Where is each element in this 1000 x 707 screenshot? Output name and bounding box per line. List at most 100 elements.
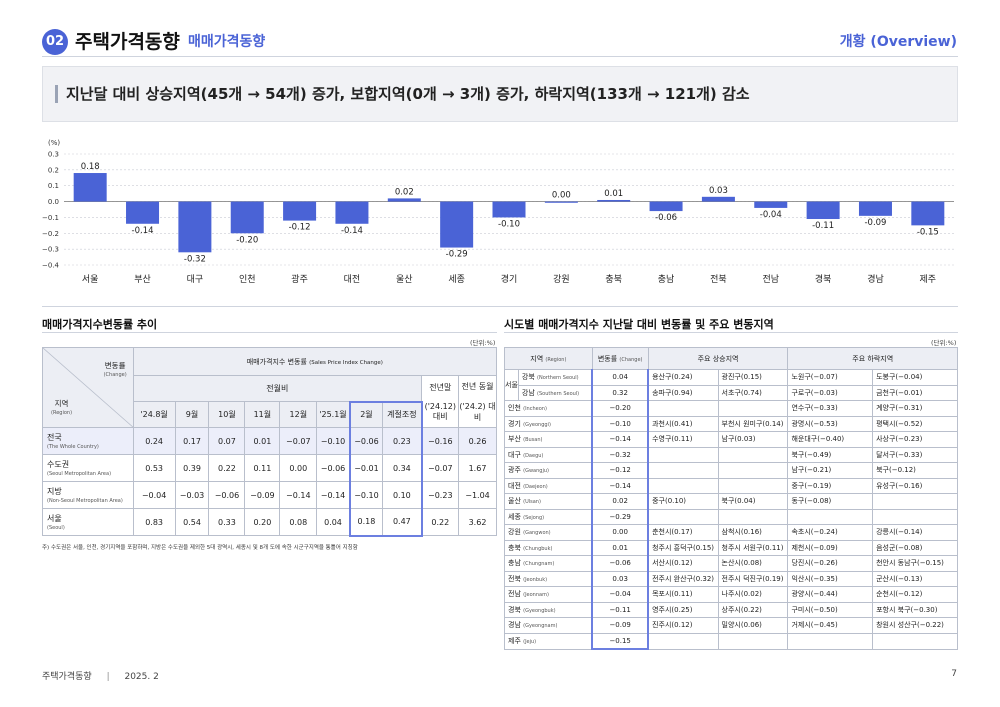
table-cell: −0.23	[421, 481, 460, 509]
up-region-cell: 수영구(0.11)	[647, 431, 719, 448]
table-cell: 0.01	[244, 427, 281, 455]
bar-chart-svg: (%) 0.3 0.2 0.1 0.0 −0.1 −0.2 −0.3 −0.4 0.18 서울 -0.…	[42, 139, 954, 285]
region-label: 인천 (Incheon)	[504, 400, 593, 417]
bar	[597, 199, 631, 202]
bar	[335, 201, 369, 224]
down-region-cell: 유성구(−0.16)	[872, 477, 958, 494]
table-cell: −0.06	[316, 454, 351, 482]
y-tick-label: 0.3	[48, 151, 59, 159]
header-region: 지역 (Region)	[504, 347, 593, 370]
table-cell: 0.22	[208, 454, 246, 482]
up-region-cell: 중구(0.10)	[647, 493, 719, 510]
table-cell: 0.22	[421, 508, 460, 536]
x-tick-label: 서울	[82, 274, 99, 285]
change-value: 0.32	[591, 384, 650, 401]
table-cell: 0.23	[382, 427, 423, 455]
down-region-cell	[787, 632, 874, 650]
region-label: 대전 (Daejeon)	[504, 477, 593, 494]
col-header: 9월	[174, 401, 210, 428]
col-header: 2월	[348, 400, 384, 428]
data-label: -0.15	[917, 227, 939, 237]
table-row: 강원 (Gangwon) 0.00 춘천시(0.17) 삼척시(0.16) 속초시(−0…	[504, 524, 958, 541]
up-region-cell	[647, 462, 719, 479]
change-value: −0.11	[591, 601, 650, 618]
x-tick-label: 경남	[867, 273, 884, 285]
table-cell: −0.06	[348, 427, 384, 455]
header-divider	[42, 56, 958, 57]
up-region-cell: 목포시(0.11)	[647, 586, 719, 603]
down-region-cell: 중구(−0.19)	[787, 477, 874, 494]
data-label: -0.06	[655, 213, 677, 223]
down-region-cell: 구로구(−0.03)	[787, 384, 874, 401]
headline-text: 지난달 대비 상승지역(45개 → 54개) 증가, 보합지역(0개 → 3개)…	[66, 85, 750, 103]
right-table-title-line	[504, 332, 958, 333]
table-cell: −0.07	[421, 454, 460, 482]
table-cell: 0.11	[244, 454, 281, 482]
bar	[440, 201, 474, 248]
region-label: 경남 (Gyeongnam)	[504, 617, 593, 634]
down-region-cell: 군산시(−0.13)	[872, 570, 958, 587]
footer-title: 주택가격동향	[42, 672, 92, 682]
col-header: 12월	[279, 401, 318, 428]
up-region-cell: 남구(0.03)	[717, 431, 789, 448]
change-value: 0.00	[591, 524, 650, 541]
table-row: 제주 (Jeju) −0.15	[504, 632, 958, 650]
table-row: 부산 (Busan) −0.14 수영구(0.11) 남구(0.03) 해운대구(−0.…	[504, 431, 958, 448]
table-row: 전북 (Jeonbuk) 0.03 전주시 완산구(0.32) 전주시 덕진구(0.1…	[504, 570, 958, 587]
x-tick-label: 제주	[920, 274, 937, 285]
change-value: 0.01	[591, 539, 650, 556]
down-region-cell: 당진시(−0.26)	[787, 555, 874, 572]
region-label: 대구 (Daegu)	[504, 446, 593, 463]
up-region-cell	[717, 508, 789, 525]
header-down-regions: 주요 하락지역	[787, 347, 958, 370]
down-region-cell: 해운대구(−0.40)	[787, 431, 874, 448]
up-region-cell: 진주시(0.12)	[647, 617, 719, 634]
header-change: 변동률 (Change)	[591, 347, 649, 370]
x-tick-label: 경북	[815, 273, 832, 285]
change-value: −0.15	[591, 632, 650, 650]
data-label: -0.10	[498, 219, 520, 229]
down-region-cell: 순천시(−0.12)	[872, 586, 958, 603]
row-label: 지방 (Non-Seoul Metropolitan Area)	[42, 481, 134, 509]
data-label: 0.01	[604, 189, 623, 199]
headline-accent-bar	[55, 85, 58, 103]
y-axis-unit: (%)	[48, 139, 60, 147]
up-region-cell	[717, 477, 789, 494]
left-table-unit: (단위:%)	[470, 339, 496, 347]
x-tick-label: 대구	[187, 274, 204, 285]
table-cell: −0.16	[421, 427, 460, 455]
mom-header: 전월비	[132, 375, 423, 402]
data-label: -0.20	[236, 235, 258, 245]
change-value: −0.14	[591, 431, 650, 448]
table-cell: 0.24	[132, 427, 176, 455]
table-cell: 0.18	[348, 508, 384, 537]
up-region-cell	[717, 462, 789, 479]
table-row: 지방 (Non-Seoul Metropolitan Area) −0.04 −0.0…	[42, 481, 497, 509]
corner-region-label: 지역 (Region)	[51, 399, 73, 416]
table-cell: −0.10	[316, 427, 351, 455]
table-cell: −0.14	[316, 481, 351, 509]
table-row: 충북 (Chungbuk) 0.01 청주시 흥덕구(0.15) 청주시 서원구(0.…	[504, 539, 958, 556]
table-cell: 0.10	[382, 481, 423, 509]
change-value: −0.29	[591, 508, 650, 525]
table-cell: 0.47	[382, 508, 423, 537]
x-tick-label: 인천	[239, 274, 256, 285]
change-value: −0.06	[591, 555, 650, 572]
bar	[649, 201, 683, 212]
y-tick-label: −0.1	[42, 214, 59, 222]
x-tick-label: 울산	[396, 274, 413, 285]
down-region-cell: 연수구(−0.33)	[787, 400, 874, 417]
table-cell: 0.20	[244, 508, 281, 536]
x-tick-label: 광주	[291, 273, 308, 285]
table-cell: 0.54	[174, 508, 210, 536]
left-table-title-line	[42, 332, 497, 333]
down-region-cell: 계양구(−0.31)	[872, 400, 958, 417]
data-label: -0.14	[132, 226, 154, 236]
bar	[283, 201, 317, 221]
footer: 주택가격동향 | 2025. 2	[42, 669, 159, 682]
col-header: 10월	[208, 401, 246, 428]
region-label: 경북 (Gyeongbuk)	[504, 601, 593, 618]
col-header: '25.1월	[316, 401, 351, 428]
table-row: 경남 (Gyeongnam) −0.09 진주시(0.12) 밀양시(0.06) 거제시…	[504, 617, 958, 634]
table-cell: 1.67	[458, 454, 497, 482]
